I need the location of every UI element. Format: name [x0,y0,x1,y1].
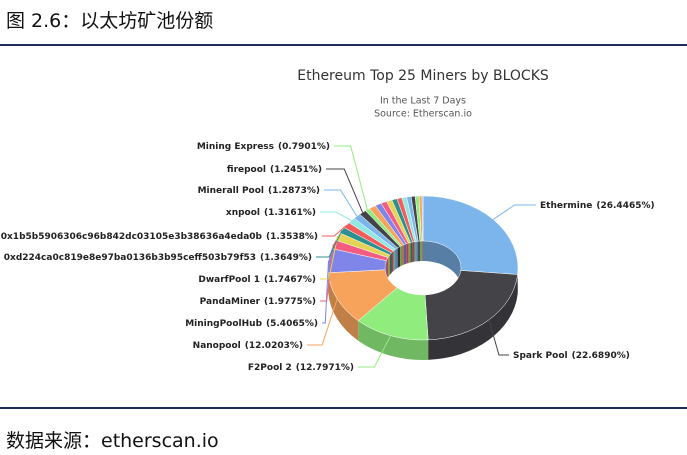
category-name: xnpool [226,208,260,218]
slice [421,195,424,242]
label-connector [488,319,509,356]
data-label: 0xd224ca0c819e8e97ba0136b3b95ceff503b79f… [4,253,312,263]
category-name: Mining Express [197,142,274,152]
label-connector [320,236,339,280]
slice-inner-side [412,241,415,263]
slice-inner-side [395,247,398,270]
chart-title: Ethereum Top 25 Miners by BLOCKS [297,68,549,84]
slice-outer-side [328,272,359,341]
data-label: PandaMiner (1.9775%) [200,297,316,307]
data-label: xnpool (1.3161%) [226,208,316,218]
data-label: F2Pool 2 (12.7971%) [248,363,354,373]
slice-tops [327,195,519,341]
label-connector [322,224,347,237]
category-name: F2Pool 2 [248,363,292,373]
slice-inner-side [418,241,420,262]
value-label: (0.7901%) [278,142,330,152]
slice-inner-side [386,257,388,281]
slice-inner-side [408,242,411,264]
slice-inner-side [419,241,422,262]
slice-inner-side [397,246,400,268]
label-connector [492,204,536,220]
slice-inner-side [423,241,461,291]
value-label: (1.7467%) [264,275,316,285]
value-label: (22.6890%) [572,351,630,361]
slice-inner-side [421,241,423,262]
slice-inner-side [393,249,396,272]
footer-rule [0,407,687,409]
value-label: (26.4465%) [596,201,654,211]
figure-caption: 图 2.6：以太坊矿池份额 [6,10,214,32]
label-connector [307,298,338,346]
label-connector [320,211,352,221]
category-name: PandaMiner [200,297,261,307]
data-label: firepool (1.2451%) [227,165,322,175]
data-label: 0x1b5b5906306c96b842dc03105e3b38636a4eda… [1,232,318,242]
data-label: DwarfPool 1 (1.7467%) [198,275,316,285]
header-rule [0,44,687,46]
slice [424,270,518,341]
data-label: MiningPoolHub (5.4065%) [185,319,318,329]
slice [422,195,519,275]
category-name: Minerall Pool [198,186,264,196]
category-name: 0x1b5b5906306c96b842dc03105e3b38636a4eda… [1,232,263,242]
label-connector [322,260,330,324]
slice-inner-side [406,243,409,264]
slice-outer-side [428,274,518,360]
chart-source: Source: Etherscan.io [374,109,472,120]
slice-inner-side [401,244,404,266]
label-connector [326,168,364,213]
slice-inner-side [389,252,392,275]
value-label: (1.2451%) [270,165,322,175]
label-connector [320,244,334,302]
data-label: Mining Express (0.7901%) [197,142,330,152]
value-label: (12.7971%) [296,363,354,373]
data-label: Spark Pool (22.6890%) [513,351,630,361]
category-name: Spark Pool [513,351,568,361]
value-label: (1.3161%) [264,208,316,218]
value-label: (1.3538%) [266,232,318,242]
value-label: (5.4065%) [266,319,318,329]
slice-inner-side [403,243,407,265]
label-connector [324,189,358,217]
slice-inner-side [387,254,390,278]
slice-inner-side [399,245,402,267]
data-label: Nanopool (12.0203%) [193,341,303,351]
value-label: (1.9775%) [264,297,316,307]
label-connector [334,145,368,210]
label-connector [316,230,343,258]
value-label: (1.2873%) [268,186,320,196]
data-label: Minerall Pool (1.2873%) [198,186,320,196]
slice-inner-side [410,242,413,263]
slice-inner-side [391,251,394,273]
label-connector [358,335,392,368]
slice-inner-side [416,241,419,262]
category-name: DwarfPool 1 [198,275,260,285]
category-name: MiningPoolHub [185,319,262,329]
chart-subtitle: In the Last 7 Days [380,96,466,107]
category-name: 0xd224ca0c819e8e97ba0136b3b95ceff503b79f… [4,253,256,263]
slice-inner-side [414,241,417,262]
category-name: Nanopool [193,341,241,351]
data-label: Ethermine (26.4465%) [540,201,655,211]
category-name: Ethermine [540,201,592,211]
value-label: (1.3649%) [260,253,312,263]
source-note: 数据来源：etherscan.io [6,430,219,452]
category-name: firepool [227,165,266,175]
value-label: (12.0203%) [245,341,303,351]
